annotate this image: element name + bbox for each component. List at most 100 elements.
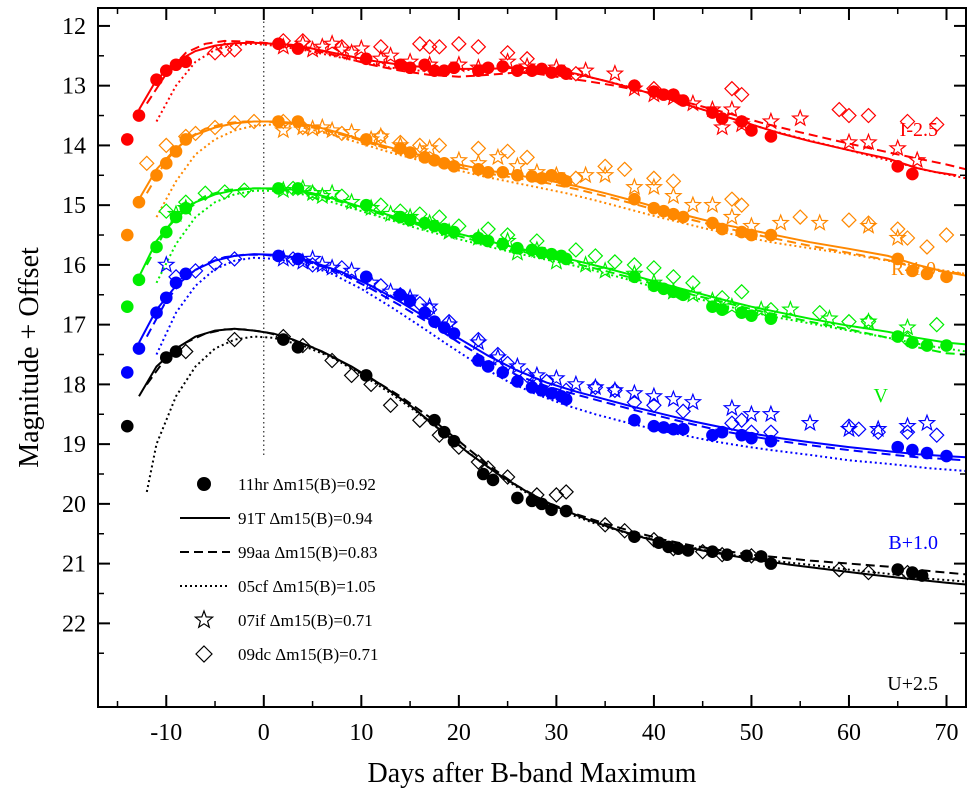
- point-11hr: [120, 300, 134, 314]
- point-11hr: [764, 312, 778, 325]
- point-07if: [859, 311, 878, 330]
- point-11hr: [535, 384, 549, 397]
- point-11hr: [291, 341, 305, 354]
- point-07if: [820, 308, 839, 327]
- point-11hr: [706, 428, 719, 442]
- point-07if: [664, 186, 683, 205]
- point-09dc: [616, 522, 633, 539]
- band-u25: [120, 327, 966, 586]
- point-09dc: [216, 184, 233, 200]
- legend-label: 99aa Δm15(B)=0.83: [238, 543, 378, 562]
- point-11hr: [715, 222, 729, 236]
- point-11hr: [559, 504, 573, 518]
- point-07if: [888, 228, 907, 246]
- point-11hr: [647, 279, 661, 293]
- y-axis-title: Magnitude + Offset: [14, 247, 45, 468]
- point-09dc: [519, 149, 535, 166]
- point-07if: [371, 126, 391, 145]
- point-11hr: [496, 237, 510, 251]
- point-07if: [420, 138, 439, 157]
- point-11hr: [671, 542, 685, 555]
- point-07if: [888, 138, 907, 157]
- band-labels: I-2.5 R-1.0 V B+1.0 U+2.5: [874, 119, 938, 695]
- point-09dc: [187, 125, 204, 142]
- y-tick-label: 14: [62, 133, 86, 159]
- point-11hr: [150, 73, 163, 86]
- point-07if: [722, 296, 742, 315]
- legend-label: 11hr Δm15(B)=0.92: [238, 475, 376, 494]
- point-11hr: [403, 61, 417, 75]
- point-11hr: [559, 393, 573, 406]
- point-07if: [303, 249, 322, 267]
- point-09dc: [928, 316, 945, 333]
- y-tick-label: 22: [62, 611, 86, 637]
- point-09dc: [899, 424, 916, 441]
- y-tick-label: 12: [62, 14, 86, 40]
- point-11hr: [159, 351, 173, 364]
- point-09dc: [411, 35, 428, 52]
- point-11hr: [764, 228, 778, 242]
- point-07if: [303, 118, 322, 137]
- point-09dc: [226, 41, 243, 58]
- point-09dc: [558, 484, 574, 500]
- point-07if: [576, 255, 595, 273]
- point-11hr: [403, 146, 417, 159]
- point-11hr: [394, 142, 407, 155]
- point-07if: [664, 389, 683, 408]
- point-11hr: [740, 549, 753, 563]
- point-11hr: [272, 249, 285, 263]
- point-09dc: [499, 469, 516, 485]
- x-tick-label: 10: [349, 720, 373, 746]
- point-11hr: [272, 37, 285, 51]
- x-tick-label: 50: [739, 720, 763, 746]
- point-11hr: [132, 195, 146, 209]
- point-07if: [859, 216, 878, 234]
- legend-label: 07if Δm15(B)=0.71: [238, 611, 373, 630]
- point-11hr: [891, 252, 905, 266]
- point-11hr: [906, 566, 919, 579]
- point-09dc: [519, 50, 535, 67]
- point-11hr: [715, 112, 729, 125]
- point-09dc: [343, 367, 360, 384]
- point-07if: [722, 207, 742, 225]
- point-11hr: [920, 339, 934, 352]
- point-11hr: [535, 497, 549, 511]
- point-07if: [683, 195, 703, 213]
- point-07if: [547, 368, 566, 387]
- point-07if: [595, 165, 615, 184]
- point-11hr: [394, 288, 407, 302]
- curve-99aa: [145, 39, 966, 171]
- y-tick-label: 15: [62, 193, 86, 219]
- point-07if: [898, 317, 917, 336]
- point-09dc: [207, 44, 223, 61]
- point-09dc: [207, 255, 223, 272]
- point-11hr: [277, 333, 290, 346]
- point-07if: [683, 392, 703, 411]
- point-07if: [839, 132, 859, 151]
- point-11hr: [481, 165, 495, 179]
- point-11hr: [511, 375, 524, 388]
- point-11hr: [652, 536, 666, 550]
- point-11hr: [472, 163, 485, 176]
- point-11hr: [169, 58, 183, 72]
- point-09dc: [831, 561, 848, 578]
- point-11hr: [647, 201, 661, 215]
- point-11hr: [447, 160, 461, 173]
- point-11hr: [496, 366, 510, 379]
- point-09dc: [597, 516, 613, 533]
- point-11hr: [418, 151, 432, 164]
- point-11hr: [150, 168, 163, 182]
- point-11hr: [511, 491, 524, 505]
- point-11hr: [559, 252, 573, 266]
- y-tick-label: 18: [62, 372, 86, 398]
- axes: -10 0 10 20 30 40 50 60 70 12 13 14 15 16 17 18 19 20 21 22…: [14, 7, 967, 789]
- point-07if: [761, 111, 781, 130]
- point-11hr: [150, 240, 163, 254]
- legend-label: 05cf Δm15(B)=1.05: [238, 577, 376, 596]
- legend-label: 09dc Δm15(B)=0.71: [238, 645, 378, 664]
- point-11hr: [428, 315, 441, 328]
- point-11hr: [754, 550, 768, 563]
- point-07if: [342, 43, 361, 61]
- point-11hr: [657, 282, 670, 296]
- point-11hr: [272, 115, 285, 128]
